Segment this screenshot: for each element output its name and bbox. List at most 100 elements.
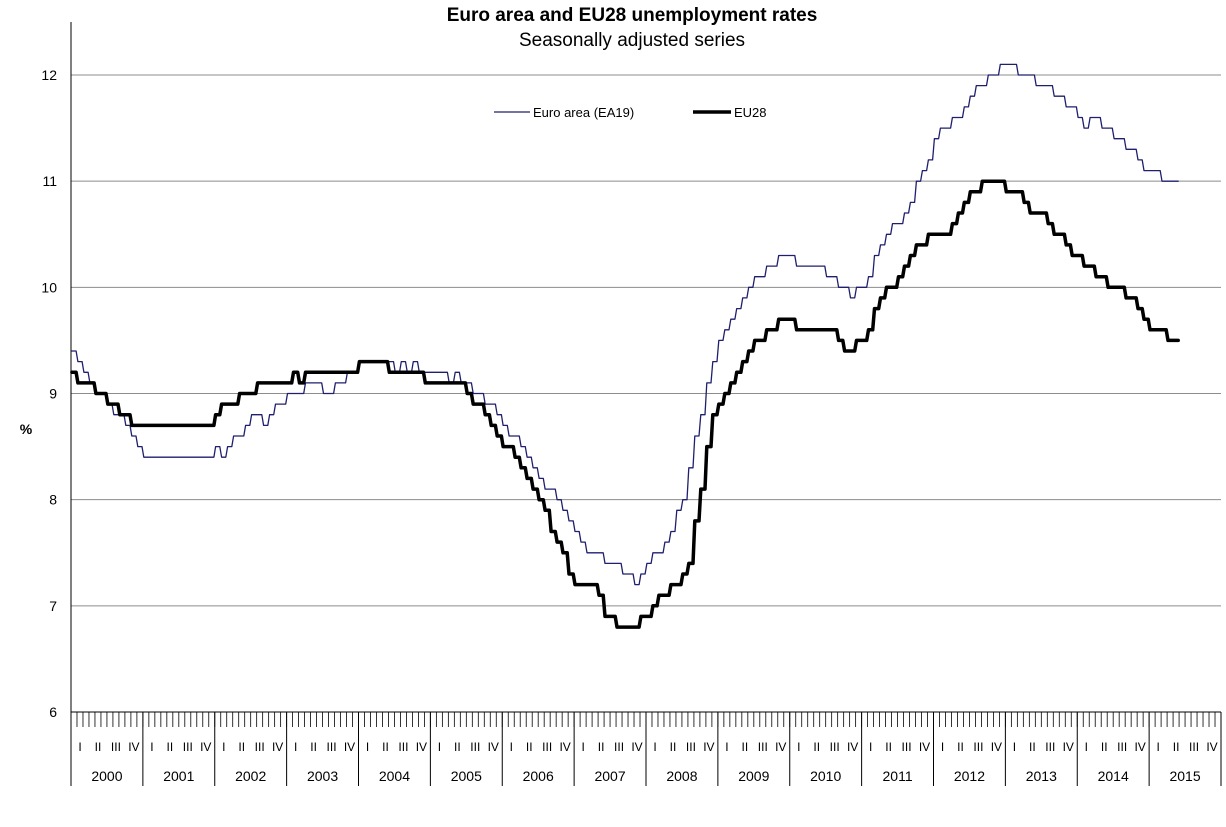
y-tick-label-10: 10 (41, 279, 57, 295)
series-lines (70, 63, 1180, 629)
quarter-label: II (238, 740, 245, 754)
quarter-label: I (797, 740, 800, 754)
year-label-2014: 2014 (1098, 768, 1129, 784)
quarter-label: II (526, 740, 533, 754)
quarter-label: II (382, 740, 389, 754)
year-label-2006: 2006 (523, 768, 554, 784)
chart-subtitle: Seasonally adjusted series (519, 30, 745, 51)
year-label-2005: 2005 (451, 768, 482, 784)
quarter-label: I (366, 740, 369, 754)
year-label-2009: 2009 (738, 768, 769, 784)
quarter-label: II (598, 740, 605, 754)
y-tick-label-7: 7 (49, 598, 57, 614)
year-label-2015: 2015 (1169, 768, 1200, 784)
quarter-label: I (1085, 740, 1088, 754)
legend-label-eu28: EU28 (734, 105, 767, 120)
y-axis-tick-labels: 6 7 8 9 10 11 12 (41, 67, 57, 720)
quarter-label: I (869, 740, 872, 754)
quarter-label: IV (272, 740, 283, 754)
quarter-label: II (957, 740, 964, 754)
quarter-label: I (653, 740, 656, 754)
year-label-2002: 2002 (235, 768, 266, 784)
quarter-label: I (78, 740, 81, 754)
gridlines (71, 74, 1221, 607)
quarter-label: I (1013, 740, 1016, 754)
year-label-2003: 2003 (307, 768, 338, 784)
quarter-label: II (813, 740, 820, 754)
quarter-label: IV (1063, 740, 1074, 754)
quarter-label: II (454, 740, 461, 754)
quarter-label: IV (128, 740, 139, 754)
y-tick-label-9: 9 (49, 386, 57, 402)
year-label-2008: 2008 (666, 768, 697, 784)
quarter-label: III (327, 740, 337, 754)
quarter-label: IV (703, 740, 714, 754)
quarter-label: IV (775, 740, 786, 754)
quarter-label: I (725, 740, 728, 754)
legend: Euro area (EA19) EU28 (494, 105, 767, 120)
series-line-eu28 (70, 179, 1180, 629)
chart-title: Euro area and EU28 unemployment rates (447, 5, 818, 26)
year-label-2004: 2004 (379, 768, 410, 784)
quarter-label: IV (631, 740, 642, 754)
year-label-2010: 2010 (810, 768, 841, 784)
quarter-label: III (470, 740, 480, 754)
quarter-label: II (670, 740, 677, 754)
quarter-label: II (166, 740, 173, 754)
quarter-label: I (1156, 740, 1159, 754)
quarter-label: II (741, 740, 748, 754)
quarter-label: III (398, 740, 408, 754)
quarter-label: IV (919, 740, 930, 754)
quarter-label: III (1117, 740, 1127, 754)
quarter-label: III (542, 740, 552, 754)
quarter-label: IV (559, 740, 570, 754)
series-line-euro-area (71, 63, 1179, 586)
quarter-label: III (111, 740, 121, 754)
quarter-label: III (614, 740, 624, 754)
quarter-label: II (885, 740, 892, 754)
quarter-label: IV (1206, 740, 1217, 754)
axes (70, 22, 1221, 786)
quarter-label: II (1029, 740, 1036, 754)
quarter-label: I (941, 740, 944, 754)
year-label-2007: 2007 (594, 768, 625, 784)
quarter-label: III (686, 740, 696, 754)
quarter-label: III (830, 740, 840, 754)
quarter-label: I (510, 740, 513, 754)
quarter-label: IV (200, 740, 211, 754)
quarter-label: III (1045, 740, 1055, 754)
quarter-label: III (758, 740, 768, 754)
quarter-label: IV (416, 740, 427, 754)
quarter-label: IV (488, 740, 499, 754)
y-tick-label-6: 6 (49, 704, 57, 720)
year-label-2011: 2011 (883, 768, 913, 784)
legend-label-euro-area: Euro area (EA19) (533, 105, 634, 120)
quarter-label: I (294, 740, 297, 754)
y-tick-label-11: 11 (42, 173, 57, 189)
y-axis-label: % (20, 421, 33, 437)
quarter-label: II (95, 740, 102, 754)
x-axis: I II III IV I II III IV I II III IV I II III IV I II III IV… (70, 712, 1222, 786)
quarter-label: III (1189, 740, 1199, 754)
quarter-label: III (973, 740, 983, 754)
year-label-2000: 2000 (91, 768, 122, 784)
quarter-label: I (581, 740, 584, 754)
y-tick-label-12: 12 (41, 67, 57, 83)
quarter-label: IV (344, 740, 355, 754)
year-label-2001: 2001 (163, 768, 194, 784)
quarter-label: I (150, 740, 153, 754)
y-tick-label-8: 8 (49, 492, 57, 508)
quarter-label: II (1173, 740, 1180, 754)
quarter-label: IV (847, 740, 858, 754)
quarter-label: I (222, 740, 225, 754)
quarter-label: III (902, 740, 912, 754)
quarter-label: II (310, 740, 317, 754)
quarter-label: III (255, 740, 265, 754)
quarter-label: III (183, 740, 193, 754)
year-label-2013: 2013 (1026, 768, 1057, 784)
quarter-label: II (1101, 740, 1108, 754)
quarter-label: IV (991, 740, 1002, 754)
year-label-2012: 2012 (954, 768, 985, 784)
quarter-label: IV (1134, 740, 1145, 754)
